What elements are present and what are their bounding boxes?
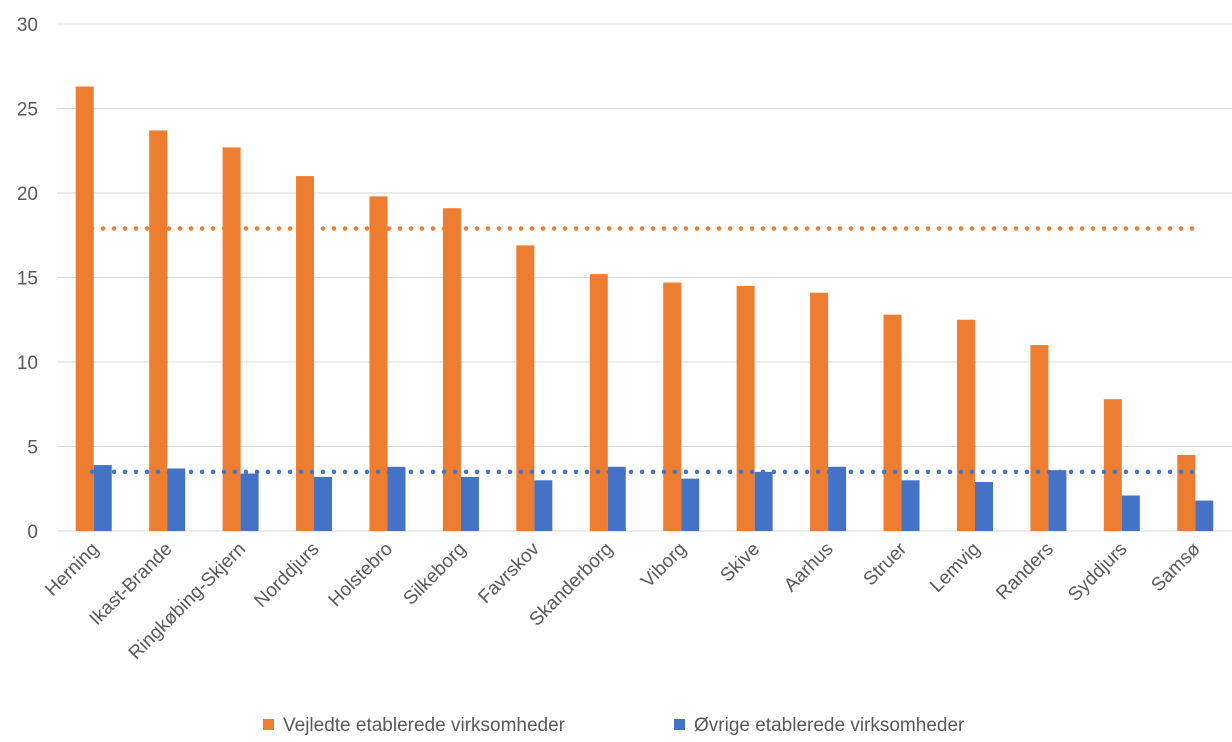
bar-vejledte-9 (736, 285, 755, 531)
legend-label-vejledte: Vejledte etablerede virksomheder (283, 715, 566, 736)
bar-vejledte-1 (149, 130, 168, 531)
average-lines (89, 226, 1203, 475)
x-category-label: Norddjurs (250, 539, 323, 612)
bar-ovrige-12 (974, 481, 993, 531)
x-category-label: Samsø (1147, 538, 1205, 596)
gridlines (57, 23, 1232, 532)
y-axis-ticks: 0 5 10 15 20 25 30 (17, 15, 38, 543)
x-category-label: Lemvig (926, 539, 984, 597)
legend: Vejledte etablerede virksomheder Øvrige … (263, 715, 965, 736)
bar-vejledte-6 (516, 245, 535, 531)
bar-ovrige-14 (1121, 495, 1140, 531)
bar-ovrige-4 (387, 466, 406, 531)
x-category-label: Aarhus (780, 539, 837, 596)
y-tick-label: 25 (17, 100, 38, 121)
bar-vejledte-4 (369, 196, 388, 531)
legend-swatch-ovrige (674, 719, 685, 730)
bar-ovrige-8 (681, 478, 700, 531)
bar-ovrige-0 (93, 465, 112, 531)
x-category-label: Syddjurs (1064, 539, 1131, 606)
bar-ovrige-6 (534, 480, 553, 531)
bar-ovrige-9 (754, 471, 773, 531)
bar-vejledte-7 (589, 274, 608, 531)
y-tick-label: 0 (27, 522, 38, 543)
bar-vejledte-10 (810, 292, 829, 531)
x-category-label: Viborg (637, 539, 690, 592)
bar-ovrige-2 (240, 473, 259, 531)
x-category-label: Struer (860, 538, 912, 590)
bar-vejledte-3 (296, 176, 315, 531)
bar-vejledte-14 (1103, 399, 1122, 531)
x-category-label: Skive (716, 539, 764, 587)
y-tick-label: 5 (27, 438, 38, 459)
bar-ovrige-13 (1048, 470, 1067, 531)
y-tick-label: 30 (17, 15, 38, 36)
bar-ovrige-5 (460, 476, 479, 531)
bar-ovrige-1 (167, 468, 186, 531)
bar-ovrige-7 (607, 466, 626, 531)
bar-ovrige-11 (901, 480, 920, 531)
bar-vejledte-11 (883, 314, 902, 531)
y-tick-label: 10 (17, 353, 38, 374)
y-tick-label: 20 (17, 184, 38, 205)
bar-vejledte-5 (442, 208, 461, 531)
bar-vejledte-2 (222, 147, 241, 531)
y-tick-label: 15 (17, 269, 38, 290)
bar-ovrige-3 (314, 476, 333, 531)
bar-vejledte-15 (1177, 454, 1196, 531)
bar-vejledte-0 (75, 86, 94, 531)
legend-label-ovrige: Øvrige etablerede virksomheder (694, 715, 965, 736)
x-category-label: Herning (41, 539, 103, 601)
bar-vejledte-13 (1030, 345, 1049, 531)
bars (75, 86, 1214, 531)
x-category-label: Silkeborg (400, 539, 471, 610)
bar-ovrige-15 (1195, 500, 1214, 531)
legend-swatch-vejledte (263, 719, 274, 730)
x-category-label: Holstebro (325, 539, 397, 611)
x-category-label: Favrskov (475, 538, 545, 608)
bar-vejledte-12 (956, 319, 975, 531)
x-category-label: Randers (992, 539, 1058, 605)
bar-vejledte-8 (663, 282, 682, 531)
bar-ovrige-10 (828, 466, 847, 531)
